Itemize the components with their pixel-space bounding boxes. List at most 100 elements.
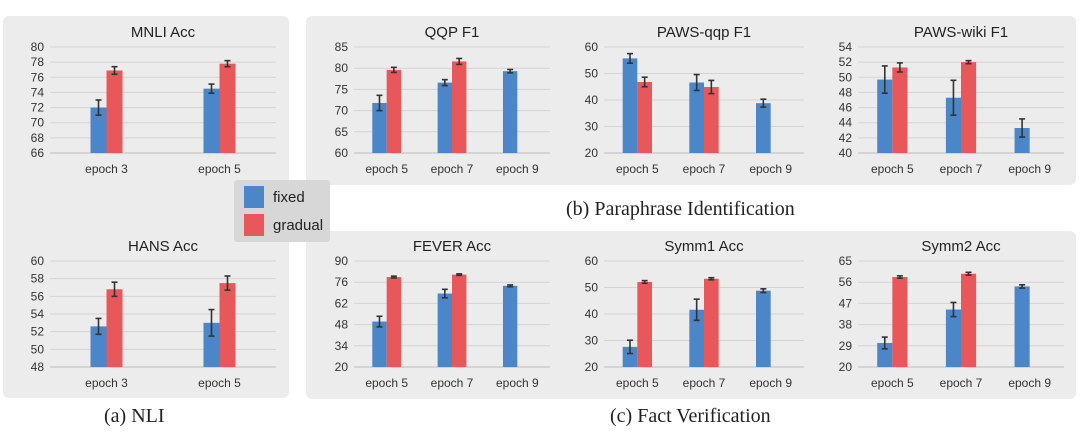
mnli-ytick-label: 70 [31,116,45,130]
qqp-ytick-label: 70 [335,104,349,118]
hans-ytick-label: 60 [31,254,45,268]
symm1-bar-gradual-1 [704,278,719,367]
mnli-ytick-label: 78 [31,55,45,69]
qqp-bar-gradual-0 [386,69,402,153]
hans-bar-gradual-0 [106,289,123,367]
symm2-title: Symm2 Acc [921,238,1001,255]
qqp-svg: QQP F1 60 65 70 75 80 85 epoch 5 epoch 7 epoch 9 [335,24,550,176]
qqp-ytick-label: 65 [335,125,349,139]
pawswiki-ytick-label: 46 [839,101,853,115]
pawsqqp-bar-fixed-1 [689,82,704,153]
pawswiki-ytick-label: 48 [839,85,853,99]
pawsqqp-ytick-label: 30 [585,120,599,134]
hans-bar-fixed-0 [90,326,107,367]
qqp-bar-fixed-0 [372,102,387,153]
symm2-ytick-label: 29 [839,339,853,353]
qqp-title: QQP F1 [425,24,480,41]
pawswiki-ytick-label: 40 [839,146,853,160]
pawsqqp-ytick-label: 40 [585,93,599,107]
hans-bar-gradual-1 [219,283,236,367]
mnli-bar-fixed-1 [203,88,220,153]
pawsqqp-xtick-label: epoch 5 [616,162,659,176]
symm2-svg: Symm2 Acc 20 29 38 47 56 65 epoch 5 epoch 7 epoch… [839,238,1064,390]
pawswiki-ytick-label: 50 [839,70,853,84]
qqp-bar-gradual-1 [452,61,467,153]
mnli-ytick-label: 74 [31,85,45,99]
pawswiki-ytick-label: 44 [839,116,853,130]
legend-item-gradual: gradual [244,212,323,238]
symm1-ytick-label: 30 [585,334,599,348]
pawsqqp-xtick-label: epoch 9 [749,162,792,176]
pawsqqp-bar-fixed-2 [756,103,771,153]
chart-symm2: Symm2 Acc 20 29 38 47 56 65 epoch 5 epoch 7 epoch… [816,232,1072,397]
fever-ytick-label: 20 [335,360,349,374]
pawswiki-bar-gradual-0 [892,67,908,153]
pawswiki-xtick-label: epoch 9 [1008,162,1051,176]
pawsqqp-bar-gradual-0 [637,81,652,153]
pawsqqp-ytick-label: 60 [585,40,599,54]
fever-xtick-label: epoch 7 [431,376,474,390]
fever-ytick-label: 34 [335,339,349,353]
chart-paws-qqp: PAWS-qqp F1 20 30 40 50 60 epoch 5 epoch 7 epoch… [562,18,812,183]
chart-qqp: QQP F1 60 65 70 75 80 85 epoch 5 epoch 7 epoch 9 [312,18,558,183]
fever-bar-fixed-0 [372,321,387,367]
symm1-bar-fixed-1 [689,309,704,367]
legend: fixed gradual [234,180,330,242]
caption-nli: (a) NLI [104,405,165,427]
symm1-xtick-label: epoch 5 [616,376,659,390]
chart-symm1: Symm1 Acc 20 30 40 50 60 epoch 5 epoch 7 epoch 9 [562,232,812,397]
pawsqqp-ytick-label: 20 [585,146,599,160]
qqp-xtick-label: epoch 9 [496,162,539,176]
mnli-xtick-label: epoch 5 [198,162,241,176]
chart-paws-wiki: PAWS-wiki F1 40 42 44 46 48 50 52 54 epoch 5 epoch… [816,18,1072,183]
pawsqqp-title: PAWS-qqp F1 [657,24,751,41]
pawsqqp-xtick-label: epoch 7 [683,162,726,176]
mnli-bar-gradual-0 [106,70,123,153]
symm1-svg: Symm1 Acc 20 30 40 50 60 epoch 5 epoch 7 epoch 9 [585,238,804,390]
symm2-ytick-label: 56 [839,275,853,289]
symm1-bar-gradual-0 [637,281,652,367]
pawswiki-ytick-label: 42 [839,131,853,145]
pawsqqp-ytick-label: 50 [585,67,599,81]
symm2-xtick-label: epoch 9 [1008,376,1051,390]
hans-ytick-label: 56 [31,289,45,303]
pawswiki-bar-fixed-0 [877,79,893,153]
hans-ytick-label: 48 [31,360,45,374]
qqp-xtick-label: epoch 5 [365,162,408,176]
symm2-xtick-label: epoch 7 [940,376,983,390]
mnli-ytick-label: 80 [31,40,45,54]
hans-xtick-label: epoch 3 [85,376,128,390]
symm2-ytick-label: 65 [839,254,853,268]
hans-ytick-label: 54 [31,307,45,321]
symm2-ytick-label: 38 [839,318,853,332]
pawsqqp-bar-fixed-0 [622,58,638,153]
pawswiki-bar-fixed-1 [945,97,961,153]
hans-bar-fixed-1 [203,322,220,367]
hans-ytick-label: 52 [31,325,45,339]
qqp-bar-fixed-1 [437,82,452,153]
mnli-ytick-label: 66 [31,146,45,160]
symm1-xtick-label: epoch 7 [683,376,726,390]
symm1-ytick-label: 60 [585,254,599,268]
legend-swatch-fixed [244,186,264,208]
qqp-ytick-label: 85 [335,40,349,54]
qqp-ytick-label: 80 [335,61,349,75]
mnli-ytick-label: 68 [31,131,45,145]
qqp-bar-fixed-2 [502,71,518,153]
mnli-bar-fixed-0 [90,107,107,153]
legend-item-fixed: fixed [244,184,305,210]
qqp-xtick-label: epoch 7 [431,162,474,176]
hans-ytick-label: 58 [31,272,45,286]
legend-label-gradual: gradual [273,216,324,234]
chart-fever: FEVER Acc 20 34 48 62 76 90 epoch 5 epoch 7 epoch… [312,232,558,397]
fever-xtick-label: epoch 5 [365,376,408,390]
mnli-xtick-label: epoch 3 [85,162,128,176]
fever-bar-fixed-2 [502,285,518,367]
fever-bar-gradual-1 [452,274,467,367]
symm1-bar-fixed-2 [756,290,771,367]
hans-svg: HANS Acc 48 50 52 54 56 58 60 epoch 3 epoch 5 [31,238,276,390]
fever-ytick-label: 48 [335,318,349,332]
mnli-title: MNLI Acc [131,24,196,41]
